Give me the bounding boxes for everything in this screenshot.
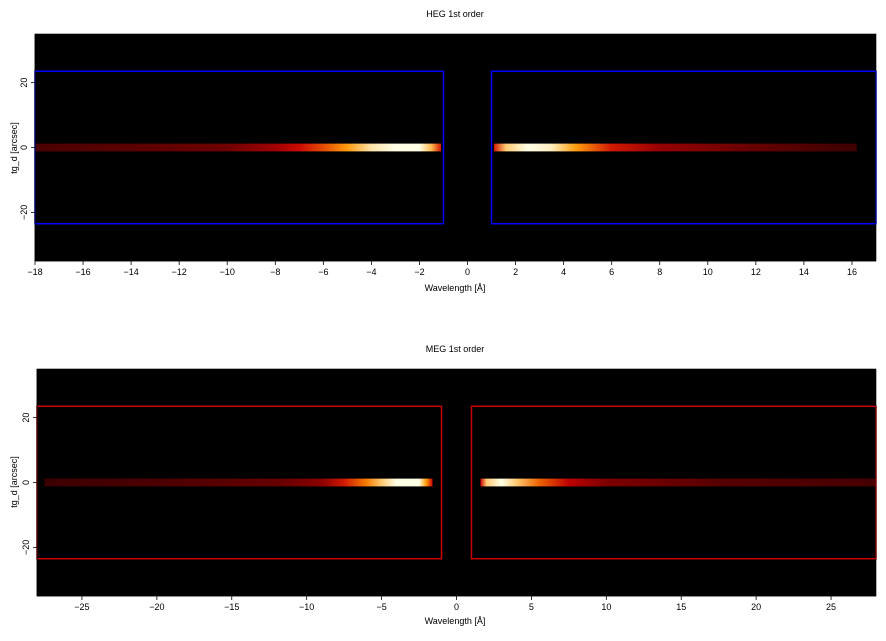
meg-x-tick-label: 0: [454, 602, 459, 612]
meg-x-tick-label: −15: [224, 602, 239, 612]
heg-x-tick-label: −12: [172, 267, 187, 277]
heg-plot-area: [34, 33, 877, 262]
heg-x-tick-label: 16: [847, 267, 857, 277]
heg-x-tick-label: −8: [270, 267, 280, 277]
meg-x-tick-label: −5: [376, 602, 386, 612]
heg-x-tick-label: 8: [657, 267, 662, 277]
meg-x-axis: −25 −20 −15 −10 −5 0 5 10 15 20 25: [37, 595, 876, 612]
heg-ylabel: tg_d [arcsec]: [9, 122, 19, 174]
heg-x-tick-label: −14: [123, 267, 138, 277]
meg-x-tick-label: 15: [676, 602, 686, 612]
meg-y-tick-label: 0: [21, 480, 31, 485]
heg-x-tick-label: 0: [465, 267, 470, 277]
meg-y-tick-label: −20: [21, 540, 31, 555]
heg-x-tick-label: 6: [609, 267, 614, 277]
meg-y-axis: −20 0 20: [21, 369, 38, 596]
meg-title: MEG 1st order: [426, 344, 485, 354]
heg-x-tick-label: −18: [27, 267, 42, 277]
heg-x-tick-label: −4: [366, 267, 376, 277]
heg-x-tick-label: −6: [318, 267, 328, 277]
meg-x-tick-label: −25: [74, 602, 89, 612]
heg-x-tick-label: 4: [561, 267, 566, 277]
meg-plot-area: [36, 368, 877, 597]
meg-trace-negative-order: [44, 478, 433, 487]
heg-trace-negative-order: [35, 143, 442, 152]
heg-title: HEG 1st order: [426, 9, 484, 19]
heg-y-tick-label: 0: [19, 145, 29, 150]
heg-panel: HEG 1st order −18 −16 −14 −12 −10 −8 −6 −4 −2 0 2 4…: [9, 9, 877, 293]
meg-x-tick-label: 5: [529, 602, 534, 612]
meg-xlabel: Wavelength [Å]: [425, 616, 486, 626]
heg-y-axis: −20 0 20: [19, 34, 36, 261]
heg-x-tick-label: 14: [799, 267, 809, 277]
heg-y-tick-label: −20: [19, 205, 29, 220]
heg-x-axis: −18 −16 −14 −12 −10 −8 −6 −4 −2 0 2 4 6 8 10 12 14 16: [27, 260, 876, 277]
heg-y-tick-label: 20: [19, 78, 29, 88]
heg-x-tick-label: 2: [513, 267, 518, 277]
heg-xlabel: Wavelength [Å]: [425, 283, 486, 293]
meg-trace-positive-order: [480, 478, 876, 487]
meg-x-tick-label: 25: [826, 602, 836, 612]
heg-x-tick-label: 12: [751, 267, 761, 277]
heg-x-tick-label: −16: [75, 267, 90, 277]
meg-ylabel: tg_d [arcsec]: [9, 456, 19, 508]
meg-x-tick-label: 20: [751, 602, 761, 612]
meg-x-tick-label: 10: [601, 602, 611, 612]
meg-x-tick-label: −10: [299, 602, 314, 612]
heg-x-tick-label: −10: [220, 267, 235, 277]
heg-x-tick-label: −2: [414, 267, 424, 277]
heg-x-tick-label: 10: [703, 267, 713, 277]
meg-x-tick-label: −20: [149, 602, 164, 612]
heg-trace-positive-order: [493, 143, 857, 152]
meg-panel: MEG 1st order −25 −20 −15 −10 −5 0 5 10 15 20 25 −…: [9, 344, 877, 626]
meg-y-tick-label: 20: [21, 413, 31, 423]
